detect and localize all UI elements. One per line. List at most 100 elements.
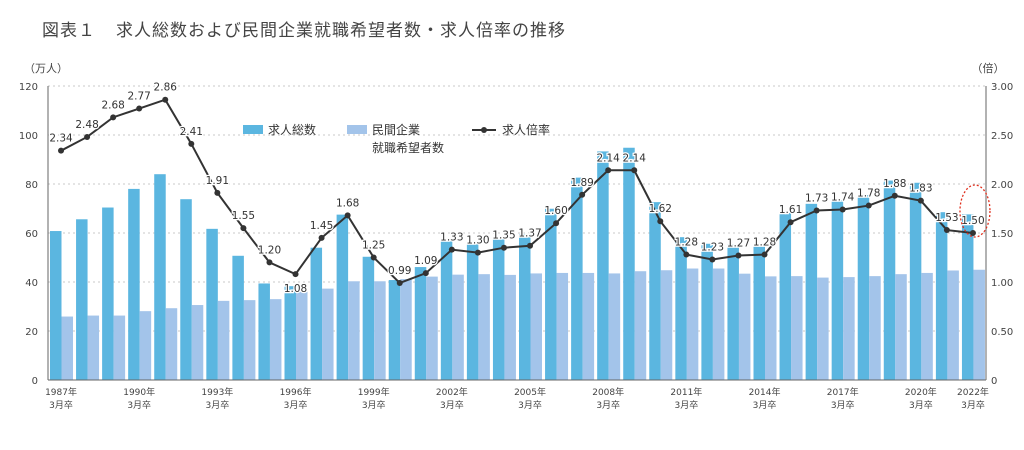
- ratio-data-label: 1.28: [675, 237, 698, 249]
- ratio-data-label: 1.55: [232, 210, 255, 222]
- ratio-point: [631, 167, 638, 174]
- bar-job-seekers: [843, 277, 855, 380]
- x-tick-label-year: 2022年: [957, 386, 989, 398]
- bar-job-openings: [909, 182, 922, 380]
- x-tick-label-year: 1996年: [280, 386, 312, 398]
- legend-label-ratio: 求人倍率: [502, 122, 550, 137]
- ratio-point: [110, 114, 117, 121]
- bar-job-openings: [232, 255, 244, 380]
- ratio-data-label: 1.74: [831, 191, 855, 203]
- ratio-point: [162, 96, 169, 103]
- x-tick-label-year: 2005年: [514, 386, 546, 398]
- bar-job-openings: [76, 219, 88, 380]
- bar-job-openings: [623, 147, 635, 380]
- ratio-data-label: 1.61: [779, 204, 802, 216]
- bar-job-openings: [206, 228, 218, 380]
- bar-job-seekers: [686, 268, 699, 380]
- bar-job-openings: [779, 212, 792, 380]
- ratio-data-label: 2.34: [49, 133, 73, 145]
- x-tick-label-sub: 3月卒: [284, 399, 308, 411]
- x-tick-label-year: 1990年: [123, 386, 155, 398]
- y-left-unit-label: （万人）: [24, 62, 68, 75]
- ratio-data-label: 2.14: [623, 152, 647, 164]
- ratio-point: [344, 212, 351, 219]
- ratio-data-label: 0.99: [388, 265, 411, 277]
- y-left-tick-label: 40: [25, 278, 38, 289]
- ratio-point: [761, 251, 768, 258]
- bar-job-seekers: [765, 276, 777, 380]
- ratio-data-label: 1.45: [310, 220, 333, 232]
- bar-job-openings: [440, 239, 453, 380]
- x-tick-label-year: 2014年: [749, 386, 781, 398]
- y-right-tick-label: 2.50: [991, 131, 1013, 142]
- x-tick-label-sub: 3月卒: [127, 399, 151, 411]
- ratio-data-label: 1.83: [909, 183, 932, 195]
- ratio-data-label: 1.28: [753, 237, 776, 249]
- bar-job-seekers: [87, 315, 100, 380]
- bar-job-seekers: [530, 273, 542, 380]
- ratio-point: [709, 256, 716, 263]
- highlight-ellipse: [959, 184, 991, 238]
- axes: 0 20 40 60 80 100 120 0 0.50 1.00 1.50 2.00 2.50 3.00…: [19, 61, 1013, 411]
- bar-job-seekers: [478, 274, 490, 380]
- ratio-data-label: 1.08: [284, 283, 307, 295]
- bar-job-seekers: [634, 271, 647, 380]
- ratio-point: [422, 270, 429, 277]
- bar-job-seekers: [191, 305, 204, 380]
- bar-job-seekers: [243, 300, 256, 380]
- bar-job-openings: [545, 208, 557, 380]
- ratio-point: [683, 251, 690, 258]
- bars: [50, 147, 985, 380]
- bar-job-seekers: [660, 270, 673, 380]
- bar-job-openings: [571, 177, 583, 380]
- x-tick-label-year: 2002年: [436, 386, 468, 398]
- bar-job-openings: [492, 237, 505, 380]
- y-left-tick-label: 120: [19, 82, 38, 93]
- bar-job-seekers: [139, 311, 152, 380]
- ratio-point: [657, 218, 664, 225]
- ratio-point: [188, 140, 195, 147]
- ratio-data-label: 1.88: [883, 178, 906, 190]
- ratio-data-label: 1.20: [258, 244, 281, 256]
- bar-job-openings: [831, 200, 844, 380]
- bar-job-openings: [753, 246, 765, 380]
- bar-job-seekers: [217, 300, 230, 380]
- ratio-point: [318, 234, 325, 241]
- ratio-data-label: 1.78: [857, 188, 880, 200]
- ratio-point: [396, 279, 403, 286]
- ratio-point: [735, 252, 742, 259]
- y-left-tick-label: 80: [25, 180, 38, 191]
- ratio-point: [370, 254, 377, 261]
- bar-job-openings: [805, 203, 818, 380]
- x-tick-label-year: 2017年: [827, 386, 859, 398]
- ratio-point: [839, 206, 846, 213]
- bar-job-seekers: [348, 281, 360, 380]
- ratio-point: [553, 220, 560, 227]
- ratio-point: [448, 246, 455, 253]
- bar-job-seekers: [296, 291, 308, 380]
- ratio-data-label: 2.77: [127, 91, 150, 103]
- bar-job-openings: [180, 199, 192, 380]
- y-right-tick-label: 1.50: [991, 229, 1013, 240]
- bar-job-openings: [961, 214, 974, 380]
- legend-swatch-job-openings: [243, 125, 263, 134]
- ratio-data-label: 2.41: [180, 126, 203, 138]
- ratio-point: [917, 197, 924, 204]
- bar-job-openings: [154, 174, 166, 380]
- bar-job-seekers: [556, 272, 569, 380]
- ratio-line-path: [60, 98, 974, 285]
- bar-job-seekers: [973, 269, 985, 380]
- x-tick-label-sub: 3月卒: [440, 399, 464, 411]
- x-tick-label-sub: 3月卒: [961, 399, 985, 411]
- x-tick-label-year: 1987年: [45, 386, 77, 398]
- ratio-point: [240, 225, 247, 232]
- bar-job-openings: [388, 280, 401, 380]
- ratio-data-label: 2.68: [101, 99, 124, 111]
- x-tick-label-sub: 3月卒: [205, 399, 229, 411]
- ratio-point: [84, 133, 91, 140]
- x-tick-label-year: 1999年: [358, 386, 390, 398]
- bar-job-openings: [310, 247, 323, 380]
- bar-job-openings: [414, 267, 427, 380]
- bar-job-seekers: [269, 299, 282, 380]
- bar-job-seekers: [947, 270, 959, 380]
